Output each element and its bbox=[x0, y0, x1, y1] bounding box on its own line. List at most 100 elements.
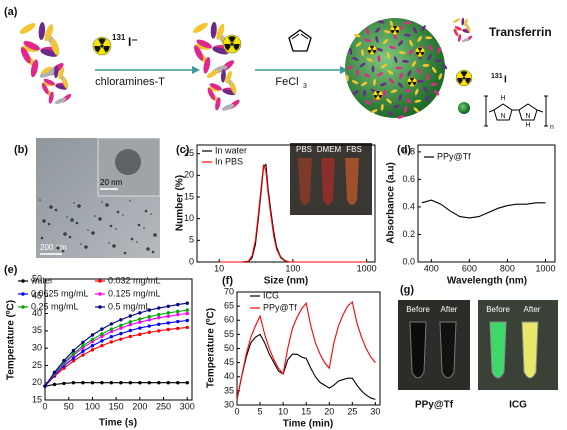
tem-dot bbox=[73, 202, 75, 204]
protein-dot bbox=[408, 49, 414, 55]
radiation-blade bbox=[224, 44, 231, 51]
x-tick-label: 10 bbox=[278, 406, 288, 416]
protein-dot bbox=[398, 40, 404, 46]
tem-dot bbox=[61, 249, 65, 253]
protein-dot bbox=[388, 45, 396, 50]
panel-label: (g) bbox=[400, 284, 414, 296]
protein-part bbox=[225, 70, 232, 84]
radiation-blade bbox=[465, 78, 471, 84]
protein-dot bbox=[365, 27, 370, 35]
radiation-blade bbox=[94, 46, 101, 53]
legend-label: In PBS bbox=[215, 156, 243, 166]
marker bbox=[166, 311, 170, 315]
protein-dot bbox=[355, 41, 362, 47]
protein-dot bbox=[373, 78, 376, 86]
tem-dot bbox=[42, 219, 46, 223]
protein-part bbox=[43, 78, 55, 86]
protein-dot bbox=[399, 72, 403, 80]
y-tick-label: 0.4 bbox=[402, 201, 415, 211]
radiation-center bbox=[411, 81, 413, 83]
legend-label: Transferrin bbox=[489, 25, 552, 39]
marker bbox=[71, 356, 76, 360]
radiation-center bbox=[100, 44, 104, 48]
photo-label: After bbox=[524, 305, 541, 314]
radiation-blade bbox=[420, 52, 425, 56]
x-tick-label: 0 bbox=[234, 406, 239, 416]
pyrrole bbox=[288, 29, 312, 52]
radiation-center bbox=[230, 42, 234, 46]
protein-part bbox=[40, 49, 58, 57]
protein-dot bbox=[395, 66, 403, 70]
panel-label: (f) bbox=[222, 275, 233, 287]
radiation-blade bbox=[395, 30, 400, 34]
marker bbox=[147, 308, 152, 312]
protein-part bbox=[50, 38, 60, 56]
marker bbox=[100, 334, 104, 339]
marker bbox=[166, 314, 170, 319]
vial bbox=[345, 158, 359, 205]
x-tick-label: 10 bbox=[214, 263, 224, 273]
protein-dot bbox=[386, 98, 392, 104]
protein-part bbox=[207, 87, 216, 101]
tem-dot bbox=[116, 210, 120, 214]
protein-dot bbox=[404, 106, 408, 114]
protein-dot bbox=[377, 55, 381, 63]
y-tick-label: 50 bbox=[32, 273, 42, 283]
tem-dot bbox=[47, 222, 51, 226]
protein-part bbox=[464, 18, 468, 27]
series-line bbox=[44, 309, 188, 387]
protein-dot bbox=[375, 27, 381, 33]
plot-frame bbox=[196, 144, 376, 263]
protein-dot bbox=[347, 65, 354, 70]
protein-dot bbox=[387, 69, 394, 75]
tem-dot bbox=[77, 204, 81, 208]
marker bbox=[109, 329, 114, 334]
protein-part bbox=[453, 18, 461, 23]
marker bbox=[138, 320, 142, 324]
radiation-blade bbox=[412, 82, 417, 86]
atom: N bbox=[525, 113, 530, 120]
y-axis-label: Temperature (ºC) bbox=[206, 308, 217, 388]
marker bbox=[81, 344, 85, 348]
marker bbox=[90, 333, 95, 337]
y-tick-label: 0 bbox=[189, 256, 194, 266]
repeat-unit: n bbox=[550, 124, 554, 131]
atom: H bbox=[525, 122, 530, 129]
marker bbox=[109, 335, 114, 339]
tem-dot bbox=[63, 232, 67, 236]
legend-label: water bbox=[30, 275, 53, 285]
tem-dot bbox=[66, 216, 68, 218]
x-tick-label: 15 bbox=[301, 406, 311, 416]
protein-dot bbox=[390, 89, 398, 93]
polymer bbox=[484, 95, 548, 127]
y-tick-label: 30 bbox=[224, 399, 234, 409]
protein-dot bbox=[386, 51, 390, 59]
marker bbox=[52, 382, 57, 387]
marker bbox=[157, 329, 161, 333]
protein-part bbox=[193, 22, 208, 33]
plot-frame bbox=[417, 144, 556, 263]
protein-dot bbox=[393, 104, 400, 109]
y-tick-label: 25 bbox=[32, 360, 42, 370]
x-tick-label: 300 bbox=[180, 401, 195, 411]
protein-dot bbox=[437, 47, 442, 54]
marker bbox=[119, 381, 123, 385]
protein-part bbox=[461, 17, 465, 26]
plot-frame bbox=[44, 278, 193, 401]
radiation-blade bbox=[228, 36, 236, 42]
protein-part bbox=[196, 39, 212, 49]
protein-dot bbox=[434, 89, 440, 96]
protein-part bbox=[30, 59, 39, 78]
protein-part bbox=[54, 65, 59, 79]
legend-marker bbox=[21, 292, 25, 296]
tem-dot bbox=[39, 199, 41, 201]
radiation-blade bbox=[378, 95, 383, 99]
protein-part bbox=[20, 47, 31, 64]
protein-dot bbox=[364, 100, 371, 105]
protein-dot bbox=[349, 47, 353, 55]
tem-dot bbox=[94, 215, 96, 217]
tem-dot bbox=[136, 241, 138, 243]
tem-dot bbox=[80, 243, 82, 245]
protein-dot bbox=[356, 69, 359, 77]
marker bbox=[81, 349, 85, 353]
